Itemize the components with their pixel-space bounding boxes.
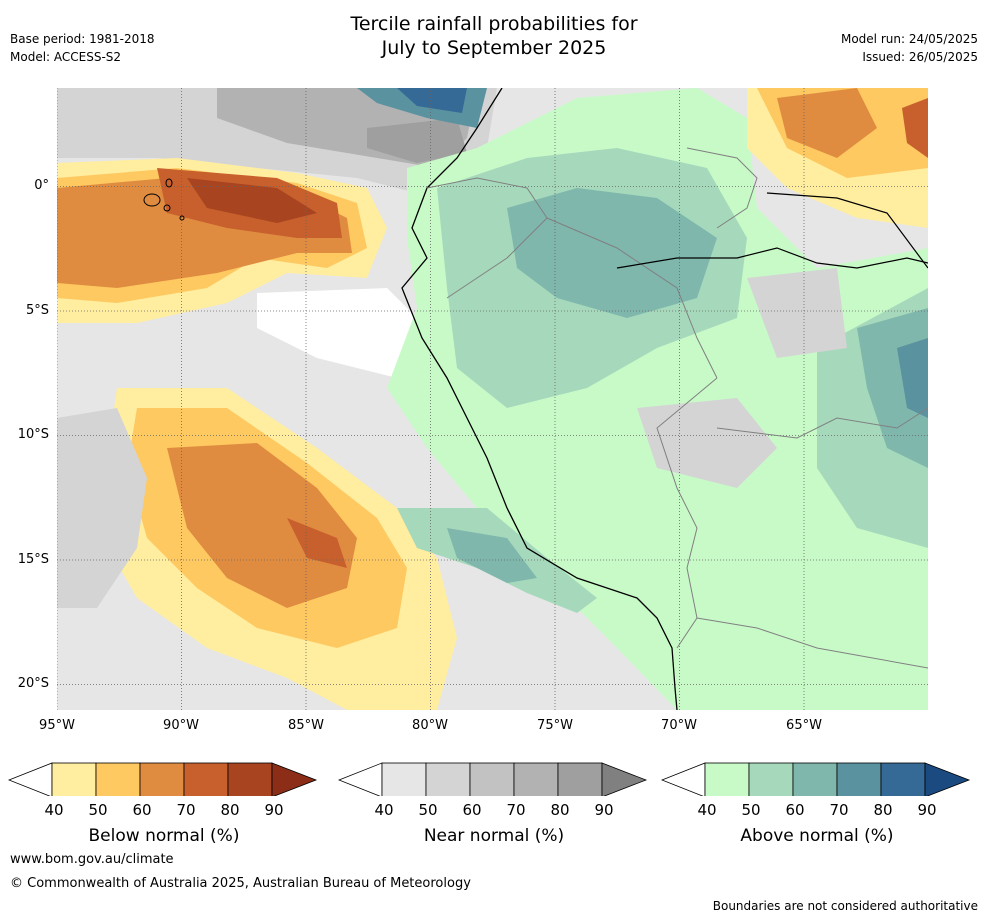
tick-label: 90 bbox=[917, 801, 937, 819]
colorbar-segment bbox=[557, 762, 603, 796]
colorbar-segment bbox=[469, 762, 515, 796]
lon-label-75w: 75°W bbox=[537, 718, 573, 733]
below-normal-band-south-strong bbox=[167, 443, 357, 608]
colorbar-below-normal bbox=[8, 762, 318, 796]
tick-label: 70 bbox=[176, 801, 196, 819]
colorbar-segment bbox=[95, 762, 141, 796]
tick-label: 70 bbox=[829, 801, 849, 819]
lat-label-15s: 15°S bbox=[17, 552, 49, 567]
colorbar-segment bbox=[381, 762, 427, 796]
colorbar-below-normal-ticks: 40 50 60 70 80 90 bbox=[44, 801, 283, 821]
tick-label: 80 bbox=[873, 801, 893, 819]
tick-label: 40 bbox=[697, 801, 717, 819]
colorbar-near-normal-label: Near normal (%) bbox=[423, 826, 565, 846]
colorbar-extend-high bbox=[924, 762, 971, 796]
negro-river bbox=[766, 192, 928, 269]
issued-text: Issued: 26/05/2025 bbox=[862, 50, 978, 64]
below-normal-band-south-peak bbox=[287, 518, 347, 568]
colorbar-segment bbox=[51, 762, 97, 796]
tick-label: 60 bbox=[462, 801, 482, 819]
below-normal-region-northeast-strong bbox=[777, 88, 877, 158]
colorbar-above-normal bbox=[661, 762, 971, 796]
colorbar-above-normal-label: Above normal (%) bbox=[740, 826, 894, 846]
colorbar-extend-high bbox=[601, 762, 648, 796]
map-title: Tercile rainfall probabilities for July … bbox=[0, 12, 988, 60]
above-normal-region-coast-strong bbox=[447, 528, 537, 583]
below-normal-band-equatorial-max bbox=[187, 178, 317, 223]
lat-label-10s: 10°S bbox=[17, 427, 49, 442]
near-normal-region-southwest bbox=[57, 408, 147, 608]
colorbar-extend-high bbox=[271, 762, 318, 796]
tick-label: 60 bbox=[132, 801, 152, 819]
map-title-line2: July to September 2025 bbox=[381, 37, 607, 59]
map-gridlines bbox=[57, 88, 928, 710]
colorbar-segment bbox=[836, 762, 882, 796]
tick-label: 90 bbox=[594, 801, 614, 819]
colorbar-near-normal-ticks: 40 50 60 70 80 90 bbox=[374, 801, 613, 821]
model-text: Model: ACCESS-S2 bbox=[10, 50, 122, 64]
tick-label: 60 bbox=[785, 801, 805, 819]
colorbar-segment bbox=[513, 762, 559, 796]
rainfall-probability-map bbox=[57, 88, 928, 710]
lat-label-5s: 5°S bbox=[25, 303, 49, 318]
colorbar-segment bbox=[792, 762, 838, 796]
colorbar-segment bbox=[704, 762, 750, 796]
lon-label-95w: 95°W bbox=[39, 718, 75, 733]
near-normal-region-north-peak bbox=[367, 118, 467, 163]
lon-label-65w: 65°W bbox=[786, 718, 822, 733]
colorbar-extend-low bbox=[338, 762, 383, 796]
colorbar-above-normal-ticks: 40 50 60 70 80 90 bbox=[697, 801, 936, 821]
colorbar-below-normal-label: Below normal (%) bbox=[88, 826, 240, 846]
above-normal-region-northcoast-peak bbox=[397, 88, 467, 113]
disclaimer-text: Boundaries are not considered authoritat… bbox=[712, 899, 978, 913]
below-normal-region-northeast-peak bbox=[902, 98, 928, 158]
above-normal-region-amazon-strong bbox=[507, 188, 717, 318]
above-normal-region-east-peak bbox=[897, 338, 928, 418]
near-normal-region-northeast bbox=[747, 268, 847, 358]
tick-label: 70 bbox=[506, 801, 526, 819]
colorbar-extend-low bbox=[661, 762, 706, 796]
colorbar-segment bbox=[748, 762, 794, 796]
colorbar-near-normal bbox=[338, 762, 648, 796]
colorbar-segment bbox=[227, 762, 273, 796]
tick-label: 40 bbox=[374, 801, 394, 819]
meta-right: Model run: 24/05/2025 Issued: 26/05/2025 bbox=[841, 30, 978, 66]
base-period-text: Base period: 1981-2018 bbox=[10, 32, 155, 46]
meta-left: Base period: 1981-2018 Model: ACCESS-S2 bbox=[10, 30, 155, 66]
country-borders bbox=[426, 147, 928, 669]
website-link[interactable]: www.bom.gov.au/climate bbox=[10, 852, 174, 867]
colorbar-extend-low bbox=[8, 762, 53, 796]
tick-label: 40 bbox=[44, 801, 64, 819]
near-normal-region-east bbox=[637, 398, 777, 488]
tick-label: 50 bbox=[418, 801, 438, 819]
colorbar-segment bbox=[183, 762, 229, 796]
tick-label: 80 bbox=[550, 801, 570, 819]
model-run-text: Model run: 24/05/2025 bbox=[840, 32, 978, 46]
white-region-central bbox=[257, 288, 437, 378]
map-title-line1: Tercile rainfall probabilities for bbox=[350, 13, 638, 35]
colorbar-segment bbox=[425, 762, 471, 796]
colorbar-segment bbox=[880, 762, 926, 796]
tick-label: 80 bbox=[220, 801, 240, 819]
lon-label-90w: 90°W bbox=[163, 718, 199, 733]
lat-label-0: 0° bbox=[34, 178, 49, 193]
tick-label: 50 bbox=[88, 801, 108, 819]
colorbar-below-normal-segments bbox=[8, 762, 318, 796]
amazon-river bbox=[616, 247, 928, 269]
copyright-text: © Commonwealth of Australia 2025, Austra… bbox=[10, 876, 471, 891]
galapagos-islands bbox=[143, 178, 185, 221]
lat-label-20s: 20°S bbox=[17, 676, 49, 691]
colorbar-segment bbox=[139, 762, 185, 796]
map-svg bbox=[57, 88, 928, 710]
lon-label-70w: 70°W bbox=[661, 718, 697, 733]
colorbar-near-normal-segments bbox=[338, 762, 648, 796]
tick-label: 90 bbox=[264, 801, 284, 819]
lon-label-85w: 85°W bbox=[288, 718, 324, 733]
colorbar-above-normal-segments bbox=[661, 762, 971, 796]
tick-label: 50 bbox=[741, 801, 761, 819]
lon-label-80w: 80°W bbox=[412, 718, 448, 733]
